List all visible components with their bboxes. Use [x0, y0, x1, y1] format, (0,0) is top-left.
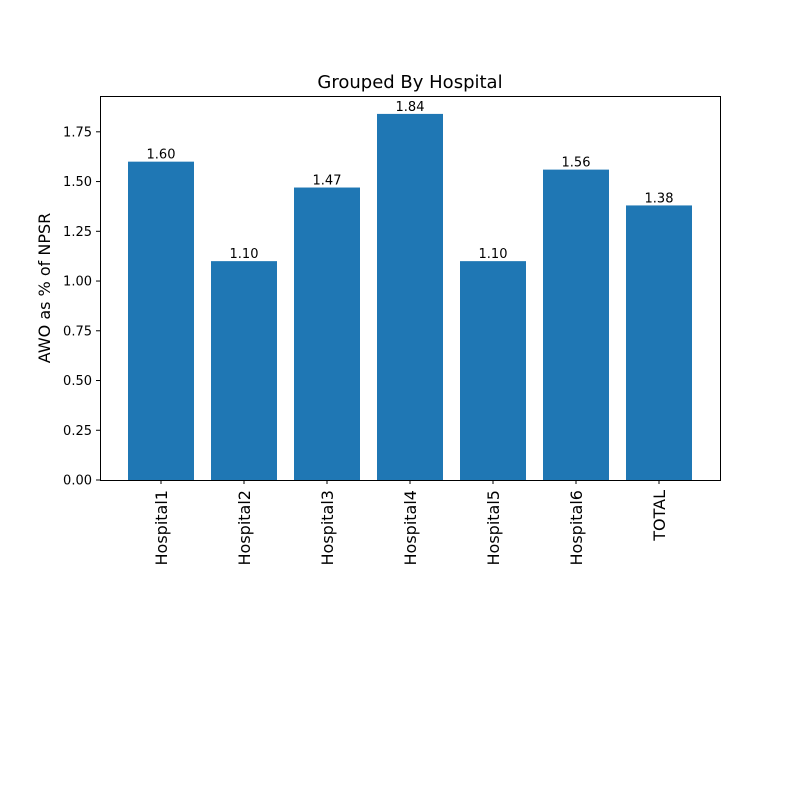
- bars-group: [128, 113, 692, 481]
- y-axis-ticks: 0.00 0.25 0.50 0.75 1.00 1.25 1.50 1.75: [63, 125, 100, 489]
- data-label-hospital3: 1.47: [313, 174, 342, 189]
- data-label-total: 1.38: [645, 191, 674, 206]
- x-tick-label-hospital1: Hospital1: [152, 490, 171, 565]
- y-tick-label: 1.50: [63, 175, 92, 190]
- chart-title: Grouped By Hospital: [317, 72, 502, 93]
- data-labels-group: 1.60 1.10 1.47 1.84 1.10 1.56 1.38: [147, 100, 674, 262]
- x-tick-label-hospital3: Hospital3: [318, 490, 337, 565]
- y-tick-label: 0.50: [63, 374, 92, 389]
- x-tick-label-total: TOTAL: [650, 490, 669, 542]
- bar-hospital5: [460, 261, 526, 480]
- bar-hospital1: [128, 161, 194, 481]
- data-label-hospital4: 1.84: [396, 100, 425, 115]
- data-label-hospital1: 1.60: [147, 148, 176, 163]
- x-tick-label-hospital5: Hospital5: [484, 490, 503, 565]
- data-label-hospital2: 1.10: [230, 247, 259, 262]
- y-tick-label: 0.00: [63, 474, 92, 489]
- y-tick-label: 1.00: [63, 275, 92, 290]
- y-tick-label: 1.75: [63, 125, 92, 140]
- bar-hospital3: [294, 187, 360, 480]
- bar-hospital6: [543, 169, 609, 480]
- x-tick-label-hospital4: Hospital4: [401, 490, 420, 565]
- y-tick-label: 0.75: [63, 324, 92, 339]
- x-tick-label-hospital6: Hospital6: [567, 490, 586, 565]
- y-tick-label: 0.25: [63, 424, 92, 439]
- bar-hospital2: [211, 261, 277, 480]
- x-axis-ticks: Hospital1 Hospital2 Hospital3 Hospital4 Hosp…: [152, 480, 669, 565]
- y-tick-label: 1.25: [63, 225, 92, 240]
- bar-hospital4: [377, 113, 443, 480]
- data-label-hospital6: 1.56: [562, 156, 591, 171]
- y-axis-label: AWO as % of NPSR: [35, 213, 54, 363]
- x-tick-label-hospital2: Hospital2: [235, 490, 254, 565]
- data-label-hospital5: 1.10: [479, 247, 508, 262]
- plot-frame: [100, 96, 721, 481]
- bar-total: [626, 205, 692, 480]
